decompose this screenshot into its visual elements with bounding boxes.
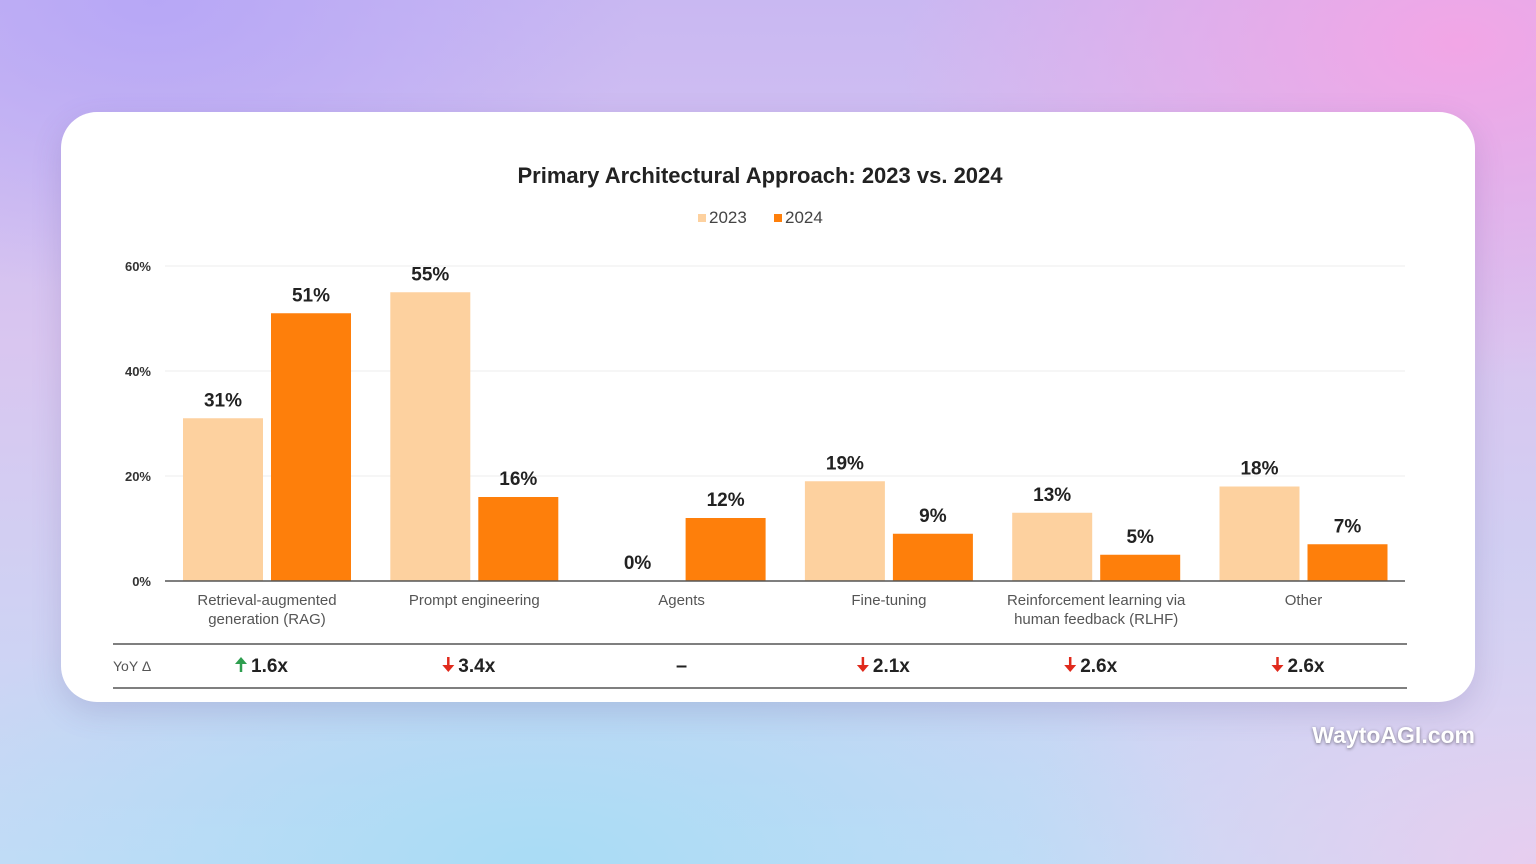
bar-2024 [685, 518, 766, 581]
bar-2024 [892, 533, 973, 581]
yoy-value: 2.1x [873, 656, 910, 677]
yoy-label: YoY Δ [113, 658, 151, 674]
x-category-label: Agents [658, 592, 705, 609]
y-tick-label: 0% [132, 574, 151, 589]
bar-2023 [1012, 512, 1093, 581]
y-tick-label: 60% [125, 259, 151, 274]
bar-2023 [390, 292, 471, 581]
x-category-label: Prompt engineering [409, 592, 540, 609]
bar-2024 [271, 313, 351, 581]
y-tick-label: 20% [125, 469, 151, 484]
down-arrow-icon [856, 665, 869, 672]
data-label-2023: 55% [411, 264, 449, 285]
bar-2023 [1219, 486, 1300, 581]
yoy-value: 2.6x [1288, 656, 1325, 677]
legend-label-2024: 2024 [785, 208, 823, 227]
chart-title: Primary Architectural Approach: 2023 vs.… [517, 163, 1003, 188]
bar-2024 [478, 497, 559, 581]
x-category-label: Other [1285, 592, 1323, 609]
down-arrow-icon [1064, 665, 1077, 672]
legend-label-2023: 2023 [709, 208, 747, 227]
bar-2023 [804, 481, 885, 581]
data-label-2023: 0% [624, 553, 652, 574]
data-label-2024: 51% [292, 285, 330, 306]
bar-2024 [1100, 554, 1181, 581]
data-label-2023: 13% [1033, 485, 1071, 506]
data-label-2024: 16% [499, 469, 537, 490]
x-category-label: human feedback (RLHF) [1014, 611, 1178, 628]
yoy-value: – [676, 655, 687, 677]
data-label-2023: 31% [204, 390, 242, 411]
data-label-2024: 5% [1126, 527, 1154, 548]
legend-swatch-2024 [774, 214, 782, 222]
data-label-2024: 12% [707, 490, 745, 511]
bar-2024 [1307, 544, 1388, 581]
data-label-2023: 18% [1240, 459, 1278, 480]
x-category-label: Fine-tuning [851, 592, 926, 609]
x-category-label: Retrieval-augmented [197, 592, 336, 609]
chart-card: Primary Architectural Approach: 2023 vs.… [61, 112, 1475, 702]
data-label-2023: 19% [826, 453, 864, 474]
x-category-label: generation (RAG) [208, 611, 326, 628]
bar-chart: Primary Architectural Approach: 2023 vs.… [113, 163, 1407, 689]
down-arrow-icon [442, 665, 455, 672]
data-label-2024: 7% [1334, 516, 1362, 537]
yoy-value: 2.6x [1080, 656, 1117, 677]
watermark: WaytoAGI.com [1312, 722, 1475, 748]
yoy-value: 3.4x [458, 656, 495, 677]
x-category-label: Reinforcement learning via [1007, 592, 1186, 609]
up-arrow-icon [235, 657, 247, 664]
yoy-value: 1.6x [251, 656, 288, 677]
down-arrow-icon [1271, 665, 1284, 672]
legend-swatch-2023 [698, 214, 706, 222]
y-tick-label: 40% [125, 364, 151, 379]
bar-2023 [183, 418, 263, 581]
data-label-2024: 9% [919, 506, 947, 527]
